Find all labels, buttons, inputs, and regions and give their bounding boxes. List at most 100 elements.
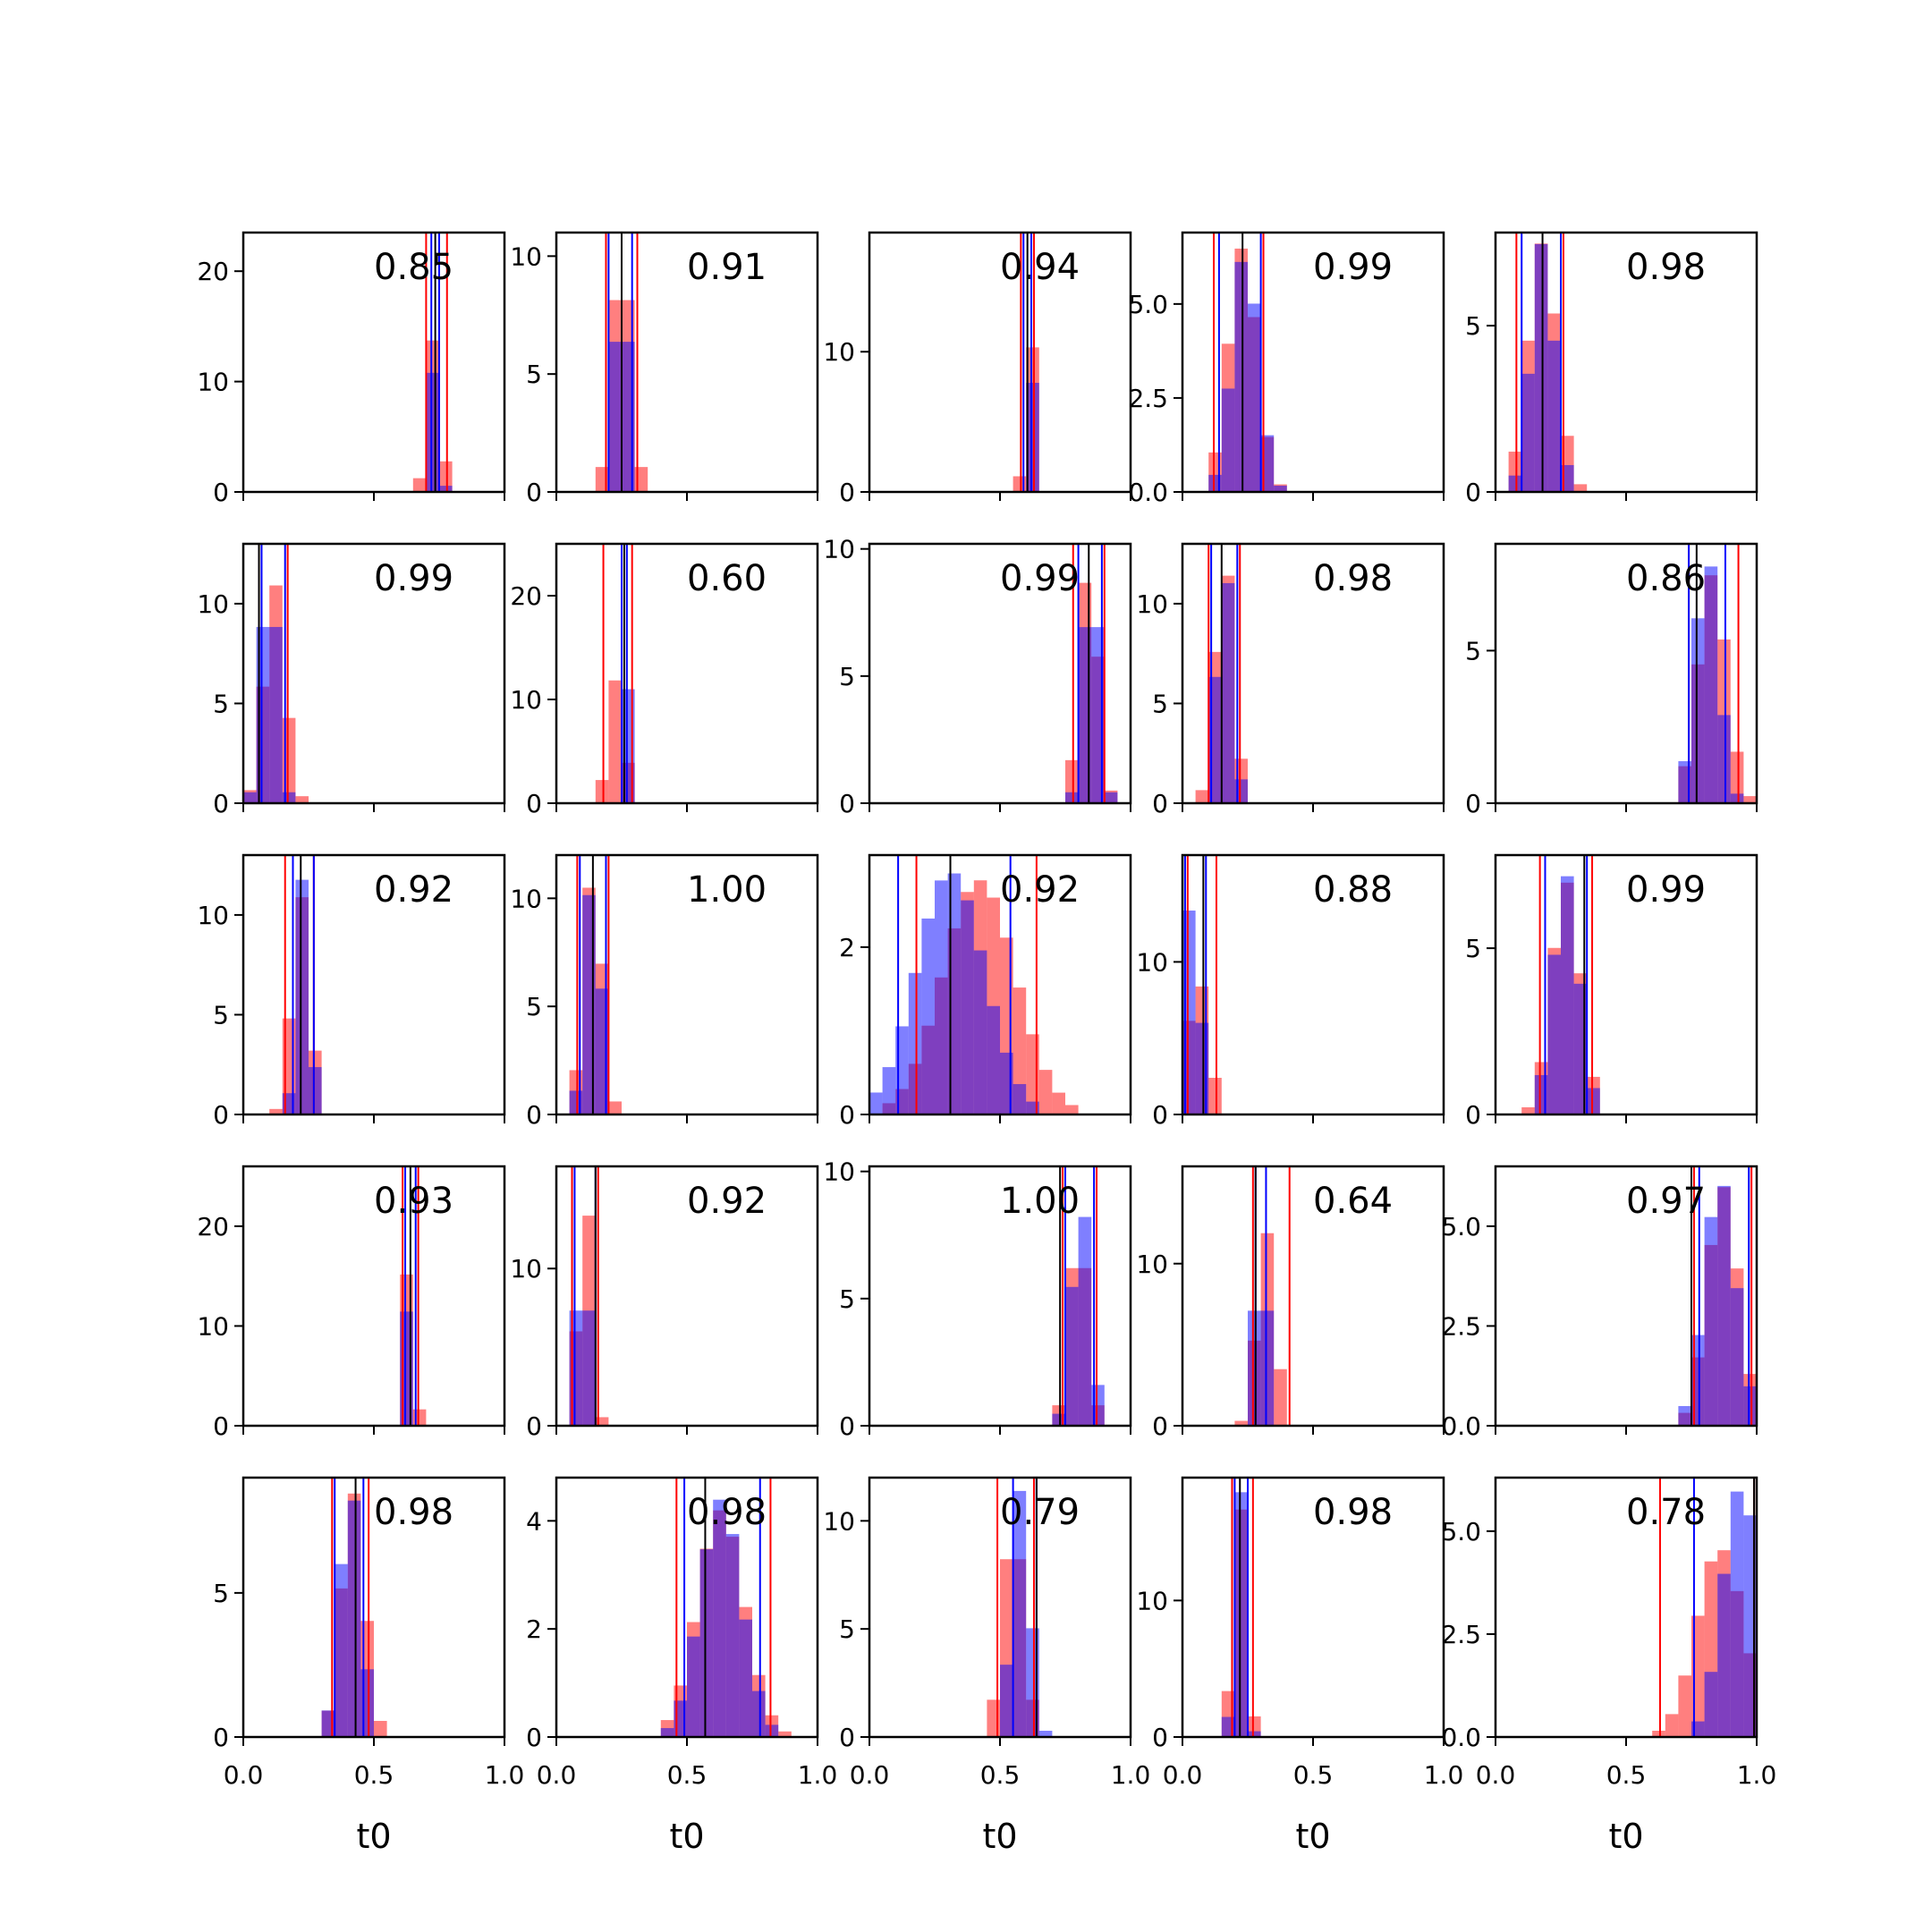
x-tick-label: 0.5 (980, 1760, 1021, 1790)
plot-area (987, 1478, 1053, 1737)
plot-area (1195, 544, 1248, 803)
red-hist-bar (1013, 987, 1027, 1114)
panel-2-5: 050.86 (1465, 542, 1758, 818)
x-tick-label: 0.5 (1293, 1760, 1334, 1790)
y-tick-label: 10 (823, 1157, 855, 1187)
panel-3-1: 0 5 10 0.92 (197, 853, 506, 1130)
panel-annotation: 0.60 (687, 558, 767, 599)
y-tick-label: 10 (197, 368, 229, 397)
y-tick-label: 0 (1465, 1100, 1481, 1130)
panel-4-5: 0.0 2.5 5.0 0.97 (1441, 1165, 1758, 1441)
red-hist-bar (374, 1720, 387, 1737)
blue-hist-bar (1547, 340, 1561, 492)
blue-hist-bar (765, 1724, 779, 1737)
red-hist-bar (1652, 1730, 1665, 1737)
plot-area (595, 233, 648, 492)
y-tick-label: 10 (1136, 1586, 1168, 1615)
y-tick-label: 20 (197, 1212, 229, 1241)
y-tick-label: 2.5 (1441, 1620, 1481, 1649)
panel-4-1: 0 10 20 0.93 (197, 1165, 506, 1441)
panel-4-2: 0 10 0.92 (510, 1165, 819, 1441)
blue-hist-bar (908, 972, 922, 1114)
panel-annotation: 0.98 (1313, 1492, 1393, 1533)
blue-hist-bar (1521, 373, 1535, 492)
blue-hist-bar (1248, 1310, 1261, 1426)
panel-3-2: 0 5 10 1.00 (510, 853, 819, 1130)
blue-hist-bar (1078, 1216, 1092, 1426)
red-hist-bar (608, 680, 622, 803)
red-hist-bar (1665, 1714, 1679, 1737)
y-tick-label: 0 (1152, 1411, 1168, 1441)
panel-4-4: 0 10 0.64 (1136, 1165, 1445, 1441)
panel-2-4: 0 5 10 0.98 (1136, 542, 1445, 818)
blue-hist-bar (1717, 1185, 1731, 1426)
blue-hist-bar (1013, 1084, 1027, 1114)
plot-area (569, 1166, 609, 1426)
red-hist-bar (1208, 1077, 1222, 1114)
plot-area (595, 544, 635, 803)
panel-annotation: 1.00 (687, 869, 767, 911)
y-tick-label: 0 (839, 789, 855, 818)
blue-hist-bar (961, 900, 974, 1114)
blue-hist-bar (660, 1728, 674, 1737)
y-tick-label: 5 (1465, 311, 1481, 341)
y-tick-label: 10 (197, 901, 229, 930)
panel-2-2: 0 10 20 0.60 (510, 542, 819, 818)
y-tick-label: 10 (1136, 589, 1168, 619)
y-tick-label: 0 (839, 1723, 855, 1752)
red-hist-bar (778, 1731, 792, 1737)
panel-annotation: 0.99 (1313, 247, 1393, 288)
red-hist-bar (269, 1108, 283, 1114)
panel-1-2: 0 5 10 0.91 (510, 231, 819, 507)
x-tick-label: 0.0 (850, 1760, 890, 1790)
y-tick-label: 2 (526, 1614, 542, 1644)
panel-annotation: 0.92 (1000, 869, 1080, 911)
blue-hist-bar (1704, 566, 1718, 803)
panel-annotation: 0.92 (374, 869, 453, 911)
x-axis-label: t0 (1608, 1817, 1643, 1856)
blue-hist-bar (869, 1092, 883, 1114)
x-tick-label: 1.0 (1111, 1760, 1151, 1790)
y-tick-label: 0 (213, 478, 229, 507)
y-tick-label: 10 (510, 242, 542, 271)
plot-area (269, 855, 322, 1114)
plot-area (1652, 1478, 1757, 1737)
blue-hist-bar (1691, 618, 1705, 803)
plot-area (412, 233, 453, 492)
blue-hist-bar (699, 1549, 714, 1737)
blue-hist-bar (582, 1310, 596, 1426)
panel-5-1: 0 5 0.0 0.5 1.0 0.98 t0 (213, 1476, 524, 1856)
x-tick-label: 0.5 (354, 1760, 394, 1790)
y-tick-label: 20 (197, 257, 229, 286)
y-tick-label: 0 (839, 1411, 855, 1441)
blue-hist-bar (752, 1690, 766, 1737)
blue-hist-bar (335, 1563, 348, 1737)
y-tick-label: 5 (213, 1579, 229, 1608)
y-tick-label: 0.0 (1441, 1411, 1481, 1441)
plot-area (1013, 233, 1039, 492)
plot-area (1065, 544, 1118, 803)
y-tick-label: 0 (526, 789, 542, 818)
blue-hist-bar (1534, 243, 1548, 492)
panel-annotation: 0.98 (687, 1492, 767, 1533)
x-axis-label: t0 (982, 1817, 1017, 1856)
y-tick-label: 0 (526, 1100, 542, 1130)
blue-hist-bar (1730, 793, 1744, 803)
red-hist-bar (1038, 1070, 1053, 1114)
blue-hist-bar (1104, 792, 1118, 803)
blue-hist-bar (1587, 1088, 1600, 1114)
panel-annotation: 0.99 (1000, 558, 1080, 599)
red-hist-bar (1521, 1106, 1535, 1114)
red-hist-bar (1678, 1675, 1691, 1737)
plot-area (869, 855, 1079, 1114)
panel-2-3: 0 5 10 0.99 (823, 535, 1132, 818)
blue-hist-bar (1260, 1310, 1275, 1426)
plot-area (400, 1166, 427, 1426)
blue-hist-bar (1000, 1665, 1013, 1737)
x-tick-label: 1.0 (1737, 1760, 1777, 1790)
y-tick-label: 0 (839, 478, 855, 507)
blue-hist-bar (1717, 1573, 1731, 1737)
panel-annotation: 0.98 (1626, 247, 1706, 288)
x-tick-label: 1.0 (798, 1760, 838, 1790)
y-tick-label: 10 (1136, 947, 1168, 977)
